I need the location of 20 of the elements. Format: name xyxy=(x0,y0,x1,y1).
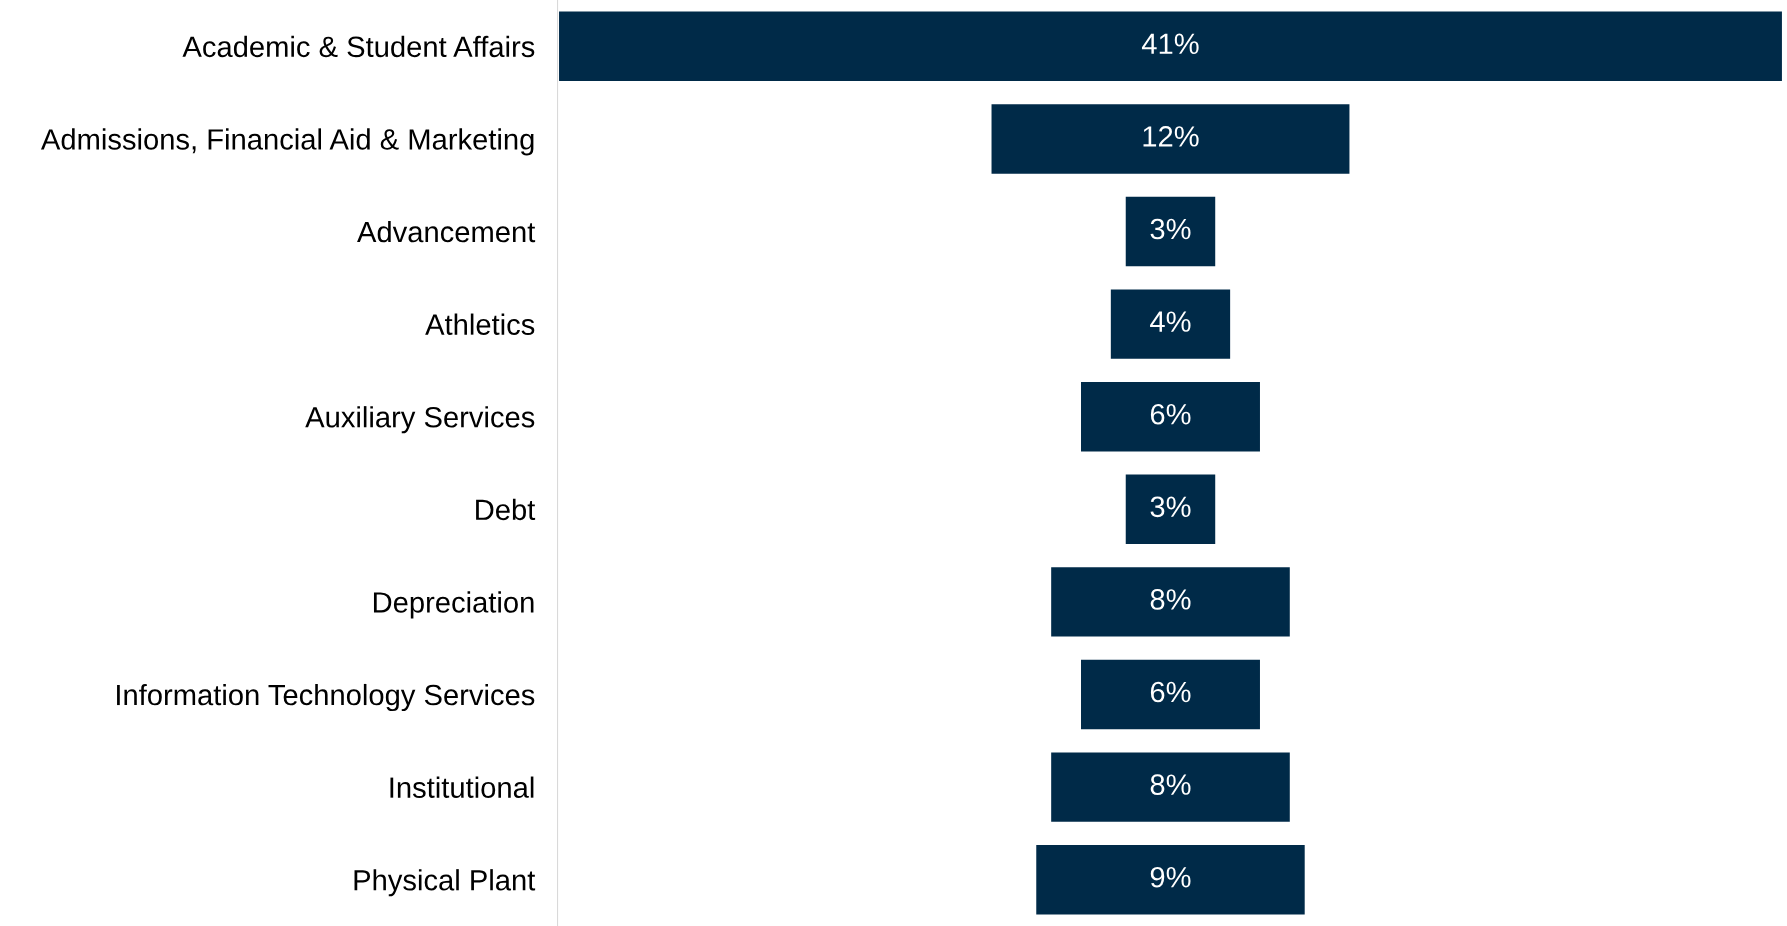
data-label: 12% xyxy=(1143,126,1199,147)
category-label: Auxiliary Services xyxy=(305,406,535,434)
data-label: 4% xyxy=(1150,311,1191,332)
data-label: 6% xyxy=(1150,403,1191,425)
category-label: Depreciation xyxy=(373,591,534,619)
category-label: Institutional xyxy=(390,776,534,798)
data-label: 41% xyxy=(1141,33,1199,55)
category-label: Physical Plant xyxy=(354,869,536,897)
data-label: 6% xyxy=(1150,681,1191,703)
data-label: 8% xyxy=(1150,589,1191,610)
category-label: Information Technology Services xyxy=(117,683,535,712)
category-label: Academic & Student Affairs xyxy=(182,35,535,58)
category-label: Athletics xyxy=(425,313,535,335)
data-label: 3% xyxy=(1150,218,1191,240)
category-label: Debt xyxy=(476,498,536,521)
category-label: Admissions, Financial Aid & Marketing xyxy=(40,128,534,156)
data-label: 8% xyxy=(1150,774,1191,795)
category-label: Advancement xyxy=(357,220,536,243)
data-label: 3% xyxy=(1150,496,1191,518)
data-label: 9% xyxy=(1150,866,1191,888)
